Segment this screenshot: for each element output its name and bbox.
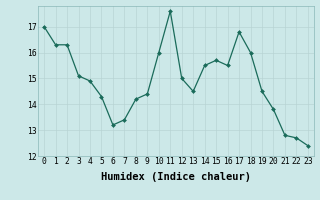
X-axis label: Humidex (Indice chaleur): Humidex (Indice chaleur) [101,172,251,182]
